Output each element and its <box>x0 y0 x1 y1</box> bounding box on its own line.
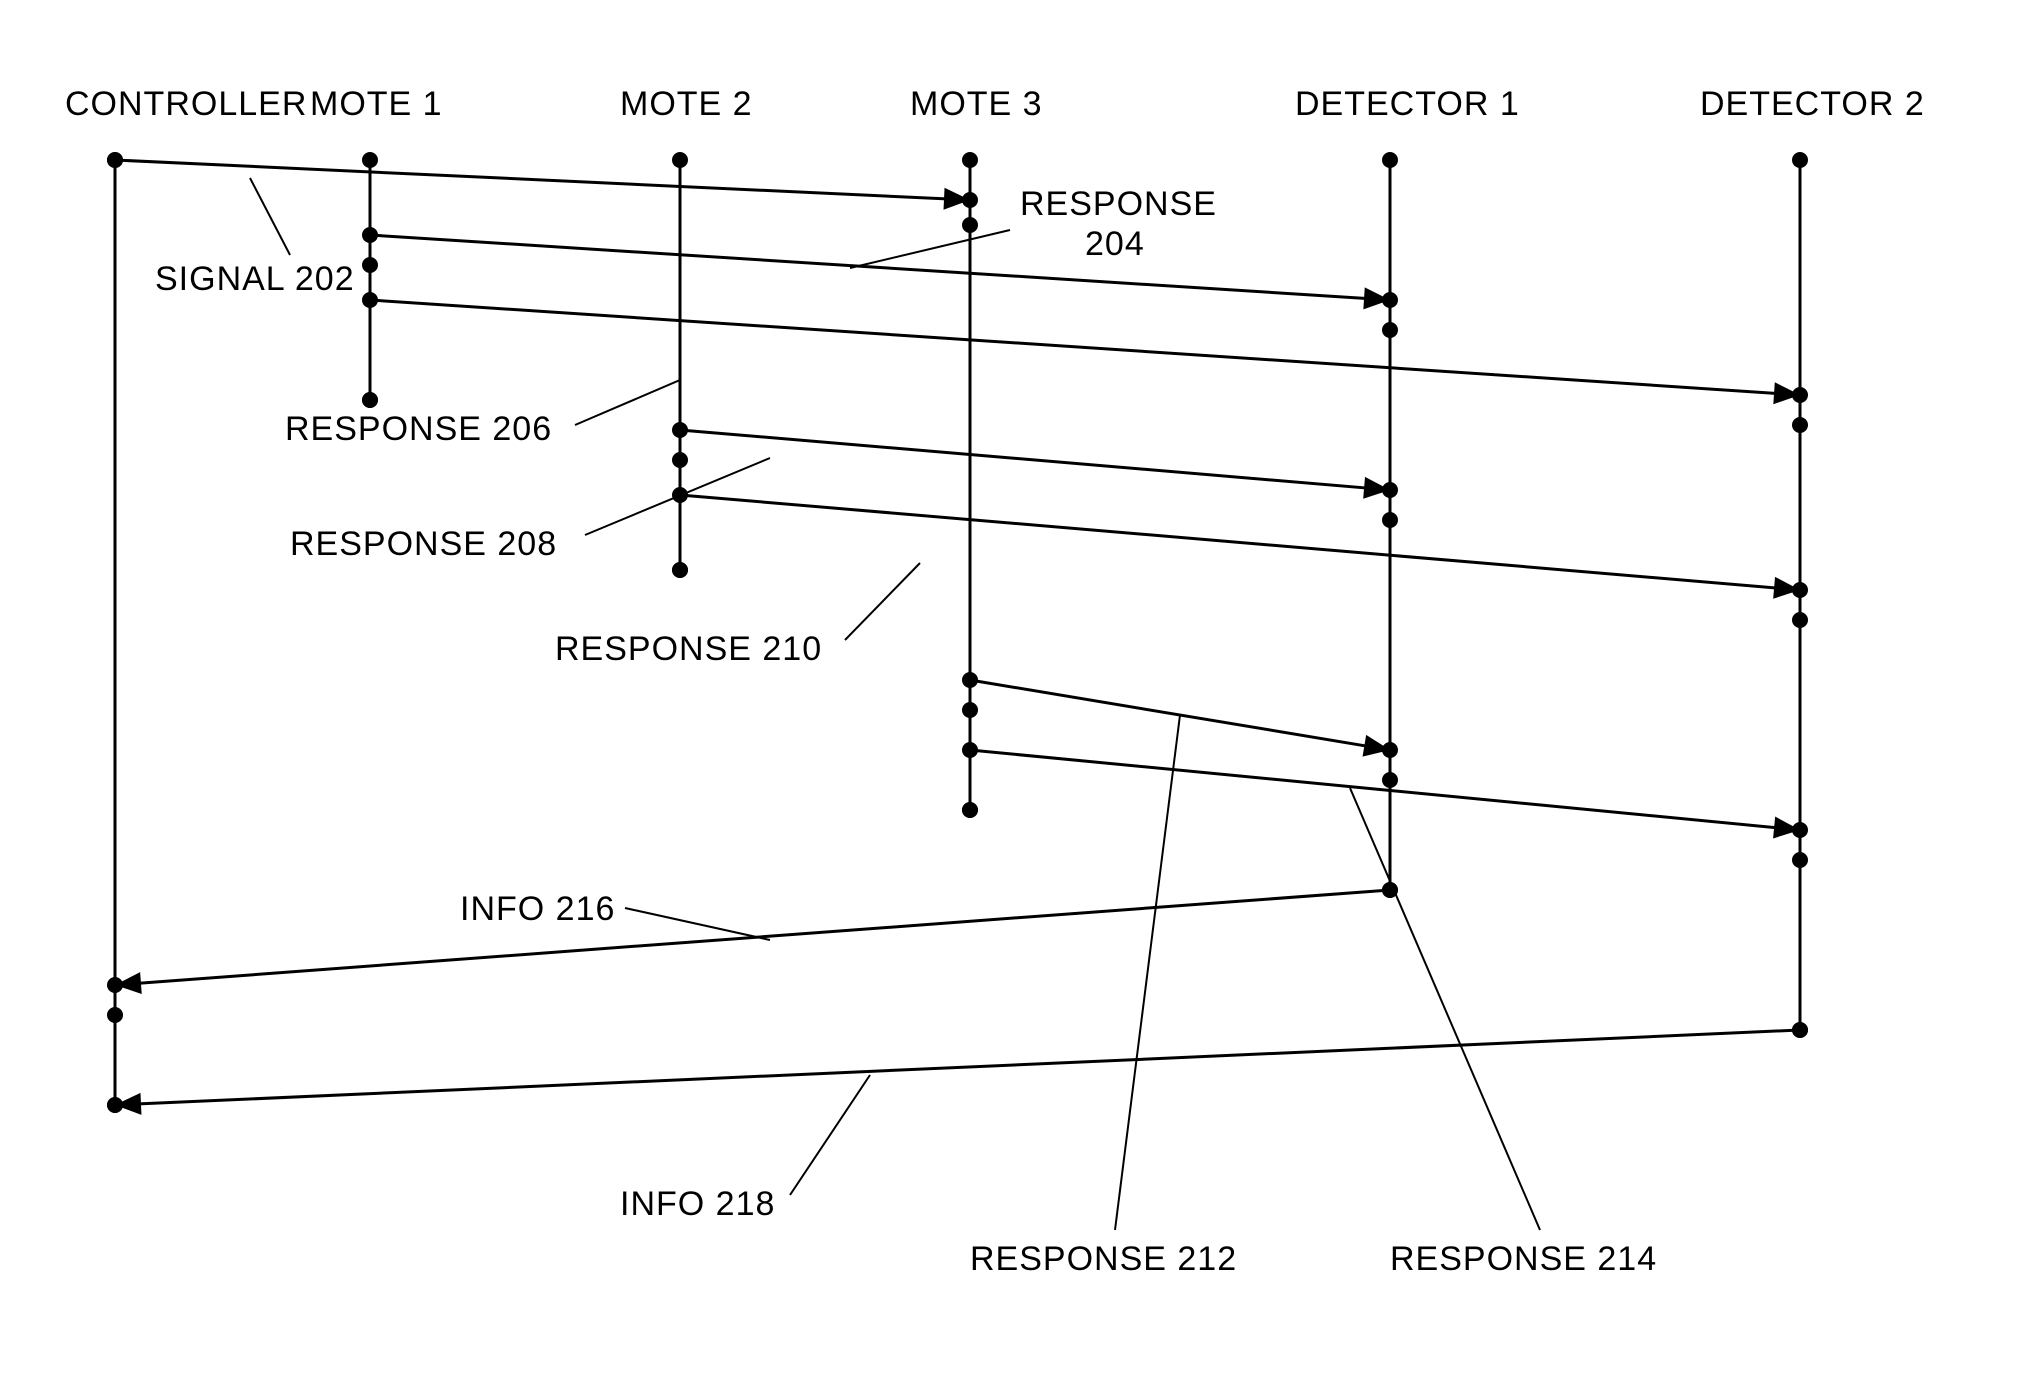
lbl_resp206: RESPONSE 206 <box>285 410 552 448</box>
actor-header-controller: CONTROLLER <box>65 85 307 123</box>
lbl_signal202: SIGNAL 202 <box>155 260 355 298</box>
lbl_resp204: RESPONSE <box>1020 185 1217 223</box>
lbl_resp212: RESPONSE 212 <box>970 1240 1237 1278</box>
lbl_resp204-line2: 204 <box>1085 225 1145 263</box>
lbl_resp210: RESPONSE 210 <box>555 630 822 668</box>
lbl_resp208: RESPONSE 208 <box>290 525 557 563</box>
sequence-diagram: CONTROLLERMOTE 1 MOTE 2 MOTE 3 DETECTOR 1 DE… <box>0 0 2026 1377</box>
lbl_resp214: RESPONSE 214 <box>1390 1240 1657 1278</box>
actor-header-det2: DETECTOR 2 <box>1700 85 1925 123</box>
lbl_info216: INFO 216 <box>460 890 615 928</box>
actor-header-mote2: MOTE 2 <box>620 85 753 123</box>
actor-header-mote1: MOTE 1 <box>310 85 443 123</box>
lbl_info218: INFO 218 <box>620 1185 775 1223</box>
actor-header-det1: DETECTOR 1 <box>1295 85 1520 123</box>
actor-header-mote3: MOTE 3 <box>910 85 1043 123</box>
